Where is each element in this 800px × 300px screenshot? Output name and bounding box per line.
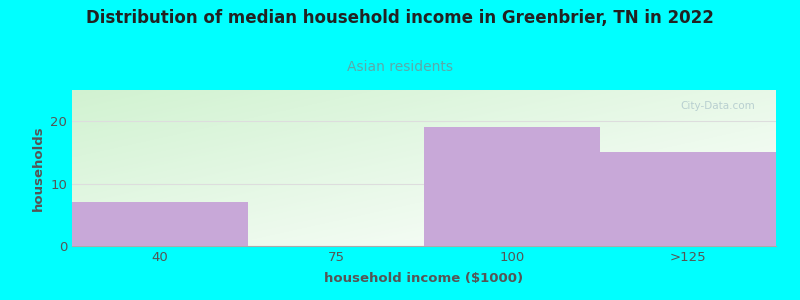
Y-axis label: households: households (32, 125, 45, 211)
Text: Distribution of median household income in Greenbrier, TN in 2022: Distribution of median household income … (86, 9, 714, 27)
Text: City-Data.com: City-Data.com (680, 101, 755, 111)
Bar (424, 128, 600, 246)
Text: Asian residents: Asian residents (347, 60, 453, 74)
Bar (600, 152, 776, 246)
X-axis label: household income ($1000): household income ($1000) (325, 272, 523, 285)
Bar (72, 202, 248, 246)
